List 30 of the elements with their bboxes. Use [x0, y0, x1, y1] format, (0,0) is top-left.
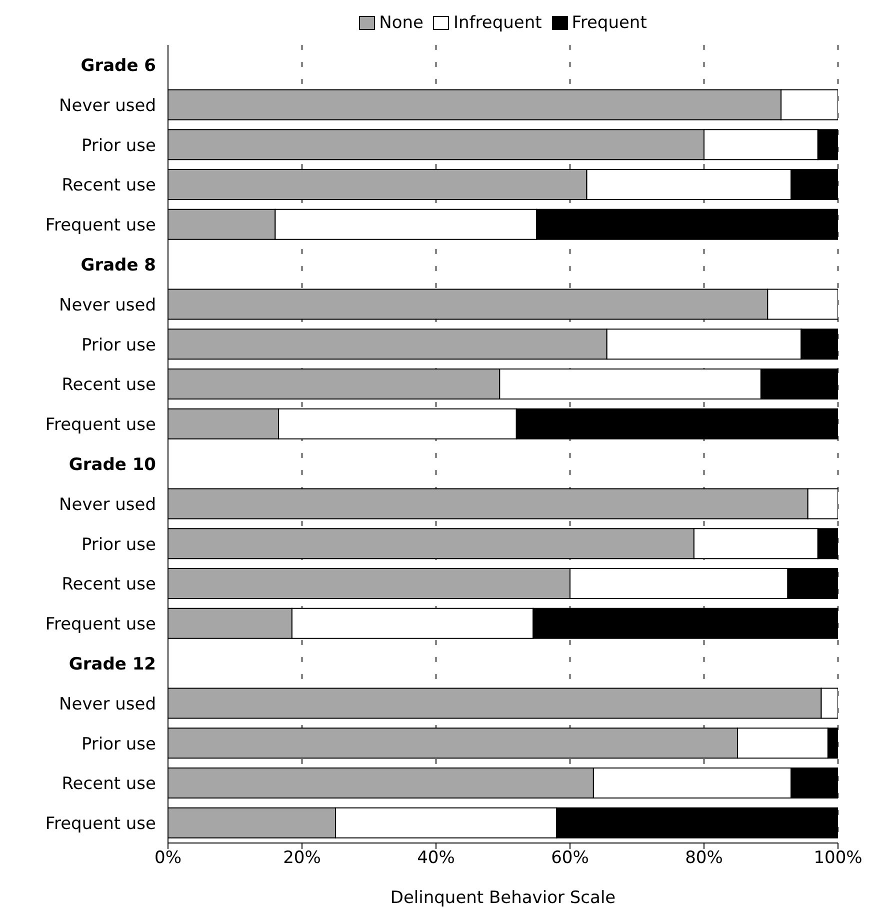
y-tick-label: Grade 6: [80, 56, 156, 76]
x-tick-label: 100%: [814, 848, 862, 868]
y-tick-label: Grade 10: [68, 454, 156, 475]
x-tick-label: 0%: [154, 848, 182, 868]
y-tick-label: Never used: [59, 295, 156, 316]
y-tick-label: Recent use: [62, 574, 156, 595]
y-tick-label: Never used: [59, 96, 156, 116]
legend-label: None: [378, 13, 424, 33]
legend-label: Infrequent: [452, 13, 542, 33]
y-tick-label: Grade 8: [80, 255, 156, 276]
x-tick-label: 20%: [283, 848, 321, 868]
y-tick-label: Grade 12: [68, 654, 156, 674]
y-tick-label: Frequent use: [45, 216, 156, 236]
y-tick-label: Never used: [59, 494, 156, 515]
y-tick-label: Prior use: [81, 335, 156, 356]
x-tick-label: 60%: [551, 848, 589, 868]
y-tick-label: Prior use: [81, 734, 156, 754]
y-tick-label: Frequent use: [45, 415, 156, 436]
legend-label: Frequent: [570, 13, 647, 33]
y-tick-label: Recent use: [62, 176, 156, 196]
y-tick-label: Never used: [59, 694, 156, 714]
y-tick-label: Prior use: [81, 136, 156, 156]
y-tick-label: Frequent use: [45, 814, 156, 834]
y-tick-label: Prior use: [81, 534, 156, 555]
y-tick-label: Frequent use: [45, 614, 156, 635]
y-tick-label: Recent use: [62, 774, 156, 794]
x-axis-title: Delinquent Behavior Scale: [390, 888, 616, 908]
y-tick-label: Recent use: [62, 375, 156, 396]
x-tick-label: 80%: [685, 848, 723, 868]
x-tick-label: 40%: [417, 848, 455, 868]
